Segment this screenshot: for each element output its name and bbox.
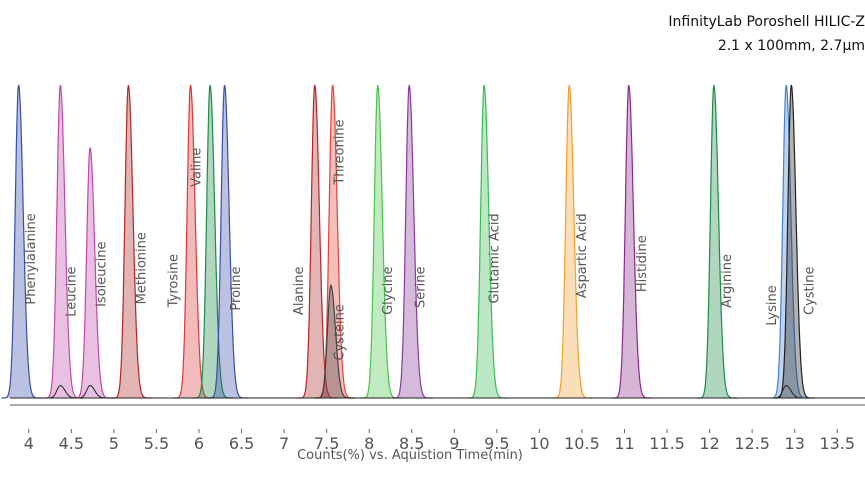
x-tick-label: 5.5 — [144, 434, 169, 453]
peak-fill-threonine — [315, 85, 357, 398]
peak-fill-glycine — [360, 85, 402, 398]
column-dimensions: 2.1 x 100mm, 2.7µm — [717, 38, 865, 54]
peak-fill-lysine — [769, 85, 810, 398]
x-tick-label: 6.5 — [229, 434, 254, 453]
peak-label-phenylalanine: Phenylalanine — [24, 213, 39, 304]
peaks-layer — [1, 84, 816, 399]
peak-fill-alanine — [297, 85, 339, 398]
peak-label-methionine: Methionine — [134, 232, 149, 304]
peak-fill-isoleucine — [73, 147, 114, 398]
x-tick-label: 8.5 — [399, 434, 424, 453]
peak-label-cysteine: Cysteine — [333, 304, 348, 361]
x-tick-label: 11.5 — [649, 434, 685, 453]
x-tick-label: 13.5 — [819, 434, 855, 453]
x-tick-label: 4 — [24, 434, 34, 453]
peak-fill-valine — [193, 85, 234, 398]
peak-label-leucine: Leucine — [65, 267, 80, 317]
peak-label-arginine: Arginine — [720, 254, 735, 308]
x-axis-ticks: 4 4.5 5 5.5 6 6.5 7 7.5 8 8.5 9 9.5 10 10.5 11 11.5 12 12… — [24, 429, 855, 453]
peak-fill-methionine — [111, 85, 153, 398]
x-tick-label: 12.5 — [734, 434, 770, 453]
x-tick-label: 6 — [194, 434, 204, 453]
x-tick-label: 10.5 — [564, 434, 600, 453]
peak-label-glutamic-acid: Glutamic Acid — [488, 213, 503, 303]
peak-label-aspartic-acid: Aspartic Acid — [575, 213, 590, 298]
peak-fill-leucine — [43, 85, 85, 398]
peak-label-threonine: Threonine — [333, 119, 348, 185]
x-tick-label: 12 — [699, 434, 719, 453]
x-tick-label: 13 — [785, 434, 805, 453]
peak-label-proline: Proline — [229, 267, 244, 311]
x-tick-label: 7.5 — [314, 434, 339, 453]
x-tick-label: 10 — [529, 434, 549, 453]
peak-label-glycine: Glycine — [381, 267, 396, 315]
peak-fill-tyrosine — [173, 85, 215, 398]
peak-fill-cystine — [774, 85, 816, 398]
column-info: InfinityLab Poroshell HILIC-Z 2.1 x 100m… — [668, 10, 865, 58]
x-axis-label: Counts(%) vs. Aquistion Time(min) — [297, 448, 523, 463]
peak-fill-cysteine — [313, 285, 355, 398]
peak-fill-proline — [207, 85, 249, 398]
peak-fill-arginine — [696, 85, 738, 398]
peak-fill-phenylalanine — [1, 85, 43, 398]
peak-label-isoleucine: Isoleucine — [94, 241, 109, 306]
peak-labels: Phenylalanine Leucine Isoleucine Methionine… — [24, 119, 818, 360]
x-tick-label: 8 — [364, 434, 374, 453]
peak-label-cystine: Cystine — [802, 267, 817, 316]
peak-label-serine: Serine — [414, 267, 429, 308]
column-name: InfinityLab Poroshell HILIC-Z — [668, 14, 865, 30]
peak-label-lysine: Lysine — [765, 285, 780, 325]
x-tick-label: 11 — [614, 434, 634, 453]
x-tick-label: 5 — [109, 434, 119, 453]
peak-fill-serine — [392, 85, 433, 398]
peak-label-valine: Valine — [190, 148, 205, 187]
peak-label-tyrosine: Tyrosine — [167, 254, 182, 308]
peak-fill-aspartic-acid — [552, 85, 593, 398]
peak-fill-histidine — [611, 85, 653, 398]
peak-fill-glutamic-acid — [467, 85, 508, 398]
x-tick-label: 4.5 — [59, 434, 84, 453]
peak-label-alanine: Alanine — [292, 267, 307, 316]
minor-peaks-layer — [43, 384, 810, 399]
peak-label-histidine: Histidine — [635, 235, 650, 292]
x-tick-label: 9.5 — [484, 434, 509, 453]
x-tick-label: 9 — [449, 434, 459, 453]
x-tick-label: 7 — [279, 434, 289, 453]
